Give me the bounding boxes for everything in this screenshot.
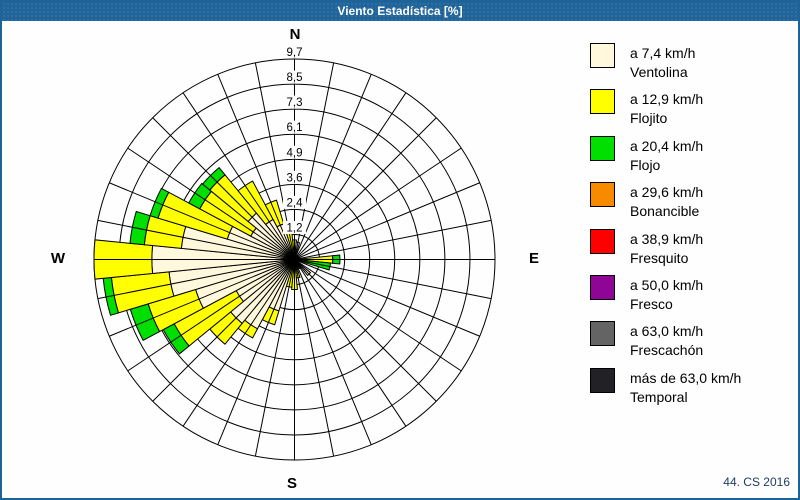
credit-text: 44. CS 2016 xyxy=(723,475,790,489)
grid-spoke xyxy=(217,74,295,260)
legend-speed-label: a 7,4 km/h xyxy=(630,45,696,61)
legend-swatch xyxy=(590,275,615,300)
legend-speed-label: a 12,9 km/h xyxy=(630,91,704,107)
grid-spoke xyxy=(109,182,295,260)
title-bar: Viento Estadística [%] xyxy=(2,2,798,21)
ring-label: 1,2 xyxy=(287,222,303,234)
ring-label-bg xyxy=(283,195,306,209)
ring-label: 9,7 xyxy=(287,47,303,59)
grid-spoke xyxy=(294,259,437,402)
compass-label-south: S xyxy=(286,475,297,492)
ring-label: 7,3 xyxy=(287,97,303,109)
grid-spoke xyxy=(294,147,462,260)
ring-label: 8,5 xyxy=(287,72,303,84)
legend-swatch xyxy=(590,368,615,393)
legend-speed-label: a 50,0 km/h xyxy=(630,277,704,293)
grid-spoke xyxy=(294,92,407,260)
legend-swatch xyxy=(590,321,615,346)
legend-beaufort-name: Fresco xyxy=(630,296,673,312)
grid-spoke xyxy=(294,219,492,260)
ring-label-bg xyxy=(283,45,306,59)
legend-beaufort-name: Frescachón xyxy=(630,342,704,358)
ring-label-bg xyxy=(283,70,306,84)
grid-spoke xyxy=(182,92,295,260)
legend-swatch xyxy=(590,182,615,207)
compass-label-west: W xyxy=(50,250,66,267)
grid-spoke xyxy=(294,74,372,260)
legend-speed-label: más de 63,0 km/h xyxy=(630,370,742,386)
legend-beaufort-name: Ventolina xyxy=(630,64,688,80)
grid-spoke xyxy=(294,182,480,260)
legend-beaufort-name: Bonancible xyxy=(630,203,700,219)
grid-spoke xyxy=(152,259,295,402)
ring-label-bg xyxy=(283,145,306,159)
grid-spoke xyxy=(294,259,407,427)
grid-spoke xyxy=(254,259,295,457)
ring-label: 2,4 xyxy=(287,197,304,209)
windrose-chart: 1,2 2,4 3,6 4,9 6,1 7,3 8,5 9,7 xyxy=(93,45,496,461)
ring-label: 3,6 xyxy=(287,172,303,184)
legend-beaufort-name: Fresquito xyxy=(630,250,689,266)
grid-spoke xyxy=(182,259,295,427)
grid-spoke xyxy=(127,259,295,372)
grid-spoke xyxy=(109,259,295,337)
ring-label-bg xyxy=(283,170,306,184)
ring-label-bg xyxy=(283,220,306,234)
legend-speed-label: a 38,9 km/h xyxy=(630,231,704,247)
grid-spoke xyxy=(294,259,335,457)
legend-beaufort-name: Flojito xyxy=(630,110,668,126)
legend-swatch xyxy=(590,43,615,68)
grid-spoke xyxy=(294,259,462,372)
ring-label-bg xyxy=(283,120,306,134)
grid-spoke xyxy=(294,117,437,260)
chart-area: 1,2 2,4 3,6 4,9 6,1 7,3 8,5 9,7 N E S W a 7,4 k… xyxy=(2,21,798,498)
grid-spoke xyxy=(97,259,295,300)
legend-swatch xyxy=(590,89,615,114)
ring-label-bg xyxy=(283,95,306,109)
grid-spoke xyxy=(294,259,492,300)
legend-beaufort-name: Temporal xyxy=(630,389,688,405)
grid-spoke xyxy=(294,259,372,445)
grid-spoke xyxy=(127,147,295,260)
ring-label: 4,9 xyxy=(287,147,303,159)
grid-spoke xyxy=(217,259,295,445)
legend-speed-label: a 20,4 km/h xyxy=(630,138,704,154)
legend-swatch xyxy=(590,229,615,254)
grid-spoke xyxy=(152,117,295,260)
ring-label: 6,1 xyxy=(287,122,303,134)
grid-spoke xyxy=(294,259,480,337)
legend-speed-label: a 29,6 km/h xyxy=(630,184,704,200)
legend-beaufort-name: Flojo xyxy=(630,157,661,173)
legend-speed-label: a 63,0 km/h xyxy=(630,323,704,339)
window-title: Viento Estadística [%] xyxy=(337,4,463,18)
compass-label-east: E xyxy=(528,250,539,267)
compass-label-north: N xyxy=(289,26,301,43)
grid-spoke xyxy=(97,219,295,260)
legend-swatch xyxy=(590,136,615,161)
